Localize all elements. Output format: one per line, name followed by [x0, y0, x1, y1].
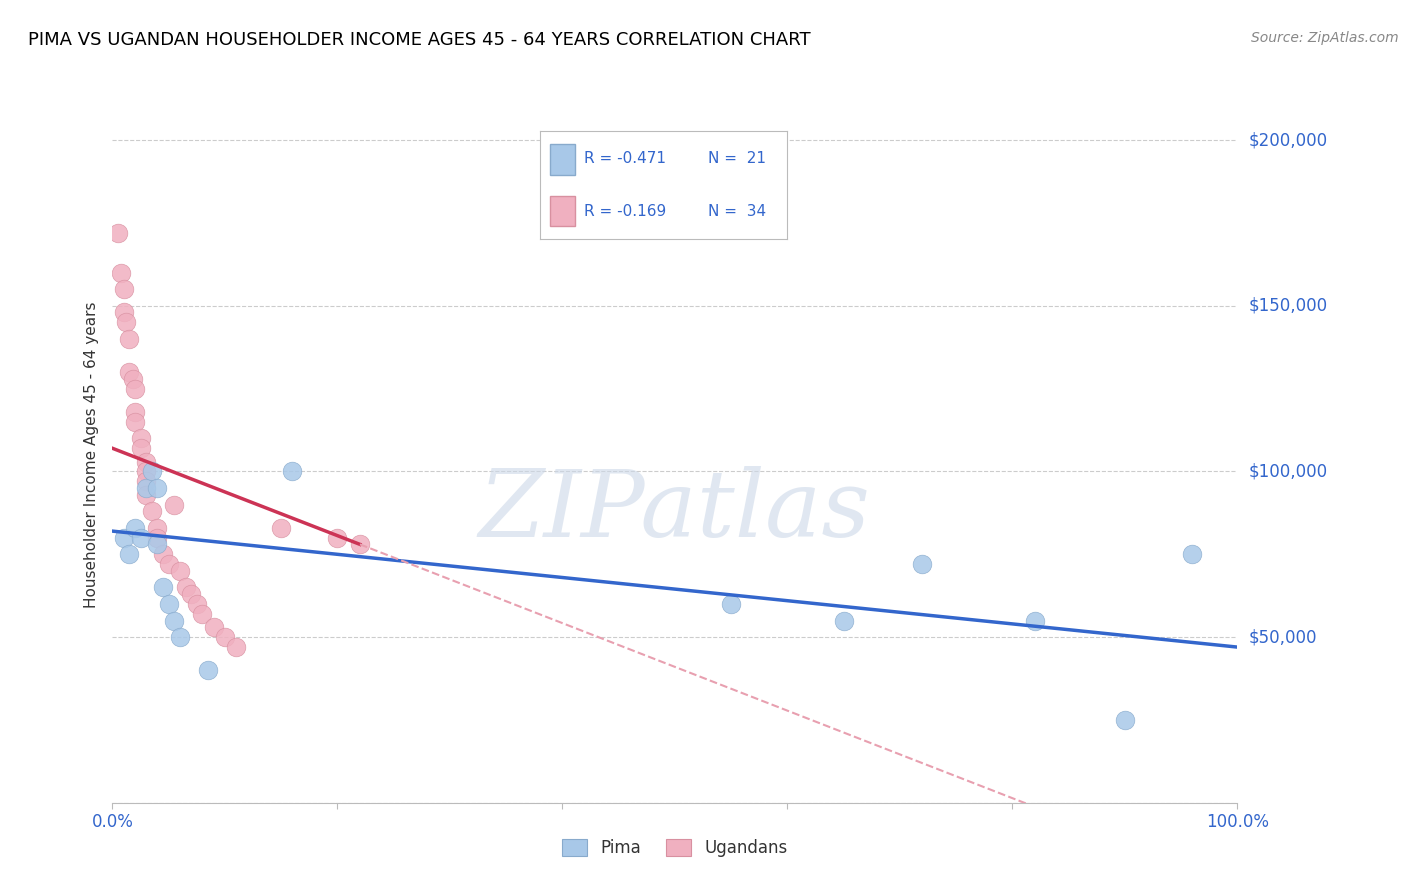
Point [163, 614, 186, 628]
Point [129, 431, 152, 445]
Text: $150,000: $150,000 [1249, 297, 1327, 315]
Point [169, 564, 191, 578]
Point [124, 521, 146, 535]
Point [152, 547, 174, 561]
Point [1114, 713, 1136, 727]
Point [281, 465, 304, 479]
Text: Source: ZipAtlas.com: Source: ZipAtlas.com [1251, 31, 1399, 45]
Point [174, 581, 197, 595]
Point [832, 614, 855, 628]
Point [124, 405, 146, 419]
Point [121, 372, 143, 386]
Point [135, 465, 157, 479]
Point [202, 620, 225, 634]
Point [191, 607, 214, 621]
Point [135, 481, 157, 495]
Point [118, 332, 141, 346]
Point [110, 266, 132, 280]
Point [186, 597, 208, 611]
Point [146, 481, 169, 495]
Legend: Pima, Ugandans: Pima, Ugandans [555, 832, 794, 864]
Point [157, 597, 180, 611]
Text: $200,000: $200,000 [1249, 131, 1327, 149]
Point [157, 558, 180, 572]
Y-axis label: Householder Income Ages 45 - 64 years: Householder Income Ages 45 - 64 years [84, 301, 100, 608]
Point [135, 488, 157, 502]
Point [107, 226, 129, 240]
Point [911, 558, 934, 572]
Point [129, 442, 152, 456]
Point [270, 521, 292, 535]
Point [135, 454, 157, 468]
Point [146, 537, 169, 551]
Point [1024, 614, 1046, 628]
Point [146, 531, 169, 545]
Point [720, 597, 742, 611]
Point [118, 547, 141, 561]
Point [180, 587, 202, 601]
Point [349, 537, 371, 551]
Point [124, 382, 146, 396]
Point [118, 365, 141, 379]
Text: ZIPatlas: ZIPatlas [479, 466, 870, 556]
Point [214, 630, 236, 644]
Point [146, 521, 169, 535]
Point [152, 581, 174, 595]
Text: $100,000: $100,000 [1249, 462, 1327, 481]
Point [129, 531, 152, 545]
Point [135, 475, 157, 489]
Point [197, 663, 219, 677]
Point [124, 415, 146, 429]
Point [112, 531, 135, 545]
Point [141, 504, 163, 518]
Point [112, 282, 135, 296]
Point [163, 498, 186, 512]
Point [326, 531, 349, 545]
Point [225, 640, 247, 654]
Point [141, 465, 163, 479]
Point [1181, 547, 1204, 561]
Point [169, 630, 191, 644]
Point [112, 305, 135, 319]
Point [115, 315, 138, 329]
Text: PIMA VS UGANDAN HOUSEHOLDER INCOME AGES 45 - 64 YEARS CORRELATION CHART: PIMA VS UGANDAN HOUSEHOLDER INCOME AGES … [28, 31, 811, 49]
Text: $50,000: $50,000 [1249, 628, 1317, 646]
